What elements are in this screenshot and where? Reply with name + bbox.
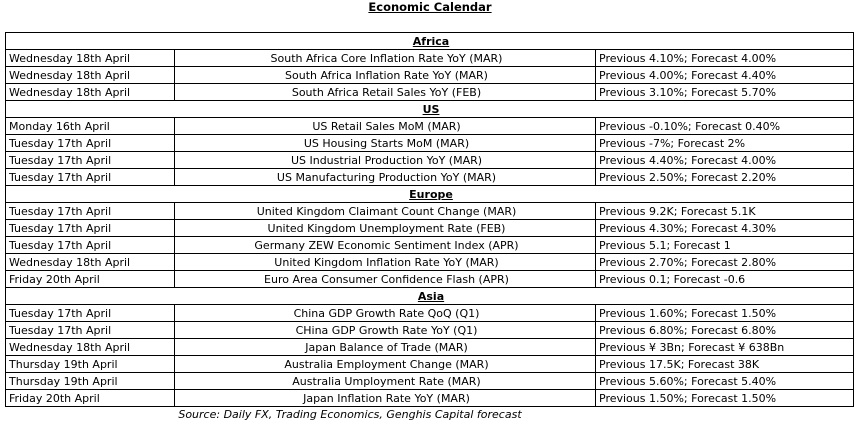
- source-note: Source: Daily FX, Trading Economics, Gen…: [178, 408, 522, 421]
- indicator-cell: United Kingdom Claimant Count Change (MA…: [174, 202, 596, 220]
- indicator-cell: Australia Umployment Rate (MAR): [174, 372, 596, 390]
- values-cell: Previous 2.50%; Forecast 2.20%: [594, 168, 855, 186]
- table-row: Thursday 19th April Australia Employment …: [5, 355, 855, 373]
- indicator-cell: Australia Employment Change (MAR): [174, 355, 596, 373]
- date-cell: Wednesday 18th April: [5, 338, 175, 356]
- section-header-row: Europe: [4, 185, 855, 203]
- date-cell: Wednesday 18th April: [5, 49, 175, 67]
- values-cell: Previous 17.5K; Forecast 38K: [594, 355, 855, 373]
- date-cell: Monday 16th April: [5, 117, 175, 135]
- values-cell: Previous 5.1; Forecast 1: [594, 236, 855, 254]
- values-cell: Previous 4.30%; Forecast 4.30%: [594, 219, 855, 237]
- date-cell: Thursday 19th April: [5, 372, 175, 390]
- indicator-cell: South Africa Core Inflation Rate YoY (MA…: [174, 49, 596, 67]
- section-header-row: US: [4, 100, 855, 118]
- date-cell: Tuesday 17th April: [5, 219, 175, 237]
- values-cell: Previous -7%; Forecast 2%: [594, 134, 855, 152]
- table-row: Friday 20th April Euro Area Consumer Conf…: [5, 270, 855, 288]
- indicator-cell: South Africa Inflation Rate YoY (MAR): [174, 66, 596, 84]
- table-row: Thursday 19th April Australia Umployment …: [5, 372, 855, 390]
- indicator-cell: Germany ZEW Economic Sentiment Index (AP…: [174, 236, 596, 254]
- date-cell: Wednesday 18th April: [5, 83, 175, 101]
- date-cell: Thursday 19th April: [5, 355, 175, 373]
- indicator-cell: Euro Area Consumer Confidence Flash (APR…: [174, 270, 596, 288]
- table-row: Tuesday 17th April US Industrial Producti…: [5, 151, 855, 169]
- values-cell: Previous 4.10%; Forecast 4.00%: [594, 49, 855, 67]
- indicator-cell: United Kingdom Inflation Rate YoY (MAR): [174, 253, 596, 271]
- table-row: Friday 20th April Japan Inflation Rate Yo…: [5, 389, 855, 407]
- date-cell: Tuesday 17th April: [5, 236, 175, 254]
- table-row: Wednesday 18th April South Africa Inflati…: [5, 66, 855, 84]
- values-cell: Previous ¥ 3Bn; Forecast ¥ 638Bn: [594, 338, 855, 356]
- table-row: Tuesday 17th April Germany ZEW Economic S…: [5, 236, 855, 254]
- values-cell: Previous 2.70%; Forecast 2.80%: [594, 253, 855, 271]
- table-row: Wednesday 18th April South Africa Retail …: [5, 83, 855, 101]
- date-cell: Wednesday 18th April: [5, 253, 175, 271]
- values-cell: Previous 4.00%; Forecast 4.40%: [594, 66, 855, 84]
- values-cell: Previous 5.60%; Forecast 5.40%: [594, 372, 855, 390]
- indicator-cell: United Kingdom Unemployment Rate (FEB): [174, 219, 596, 237]
- table-row: Wednesday 18th April United Kingdom Infla…: [5, 253, 855, 271]
- values-cell: Previous 9.2K; Forecast 5.1K: [594, 202, 855, 220]
- values-cell: Previous 3.10%; Forecast 5.70%: [594, 83, 855, 101]
- table-row: Wednesday 18th April Japan Balance of Tra…: [5, 338, 855, 356]
- page-title: Economic Calendar: [368, 0, 492, 14]
- section-heading: Asia: [4, 287, 855, 305]
- indicator-cell: CHina GDP Growth Rate YoY (Q1): [174, 321, 596, 339]
- values-cell: Previous 1.60%; Forecast 1.50%: [594, 304, 855, 322]
- date-cell: Tuesday 17th April: [5, 304, 175, 322]
- date-cell: Tuesday 17th April: [5, 321, 175, 339]
- indicator-cell: Japan Balance of Trade (MAR): [174, 338, 596, 356]
- indicator-cell: US Industrial Production YoY (MAR): [174, 151, 596, 169]
- section-header-row: Asia: [4, 287, 855, 305]
- table-row: Monday 16th April US Retail Sales MoM (MA…: [5, 117, 855, 135]
- indicator-cell: Japan Inflation Rate YoY (MAR): [174, 389, 596, 407]
- values-cell: Previous 4.40%; Forecast 4.00%: [594, 151, 855, 169]
- values-cell: Previous 6.80%; Forecast 6.80%: [594, 321, 855, 339]
- date-cell: Friday 20th April: [5, 270, 175, 288]
- section-heading: US: [4, 100, 855, 118]
- values-cell: Previous 1.50%; Forecast 1.50%: [594, 389, 855, 407]
- table-row: Tuesday 17th April CHina GDP Growth Rate …: [5, 321, 855, 339]
- calendar-body: Africa Wednesday 18th April South Africa C…: [4, 32, 855, 407]
- values-cell: Previous 0.1; Forecast -0.6: [594, 270, 855, 288]
- date-cell: Friday 20th April: [5, 389, 175, 407]
- date-cell: Wednesday 18th April: [5, 66, 175, 84]
- date-cell: Tuesday 17th April: [5, 168, 175, 186]
- table-row: Tuesday 17th April China GDP Growth Rate …: [5, 304, 855, 322]
- indicator-cell: US Retail Sales MoM (MAR): [174, 117, 596, 135]
- date-cell: Tuesday 17th April: [5, 202, 175, 220]
- section-heading: Europe: [4, 185, 855, 203]
- indicator-cell: South Africa Retail Sales YoY (FEB): [174, 83, 596, 101]
- indicator-cell: US Manufacturing Production YoY (MAR): [174, 168, 596, 186]
- table-row: Tuesday 17th April United Kingdom Claiman…: [5, 202, 855, 220]
- economic-calendar-table: Africa Wednesday 18th April South Africa C…: [4, 32, 855, 407]
- indicator-cell: China GDP Growth Rate QoQ (Q1): [174, 304, 596, 322]
- table-row: Tuesday 17th April US Manufacturing Produ…: [5, 168, 855, 186]
- table-row: Tuesday 17th April US Housing Starts MoM …: [5, 134, 855, 152]
- date-cell: Tuesday 17th April: [5, 151, 175, 169]
- section-header-row: Africa: [4, 32, 855, 50]
- section-heading: Africa: [4, 32, 855, 50]
- table-row: Tuesday 17th April United Kingdom Unemplo…: [5, 219, 855, 237]
- table-row: Wednesday 18th April South Africa Core In…: [5, 49, 855, 67]
- date-cell: Tuesday 17th April: [5, 134, 175, 152]
- values-cell: Previous -0.10%; Forecast 0.40%: [594, 117, 855, 135]
- indicator-cell: US Housing Starts MoM (MAR): [174, 134, 596, 152]
